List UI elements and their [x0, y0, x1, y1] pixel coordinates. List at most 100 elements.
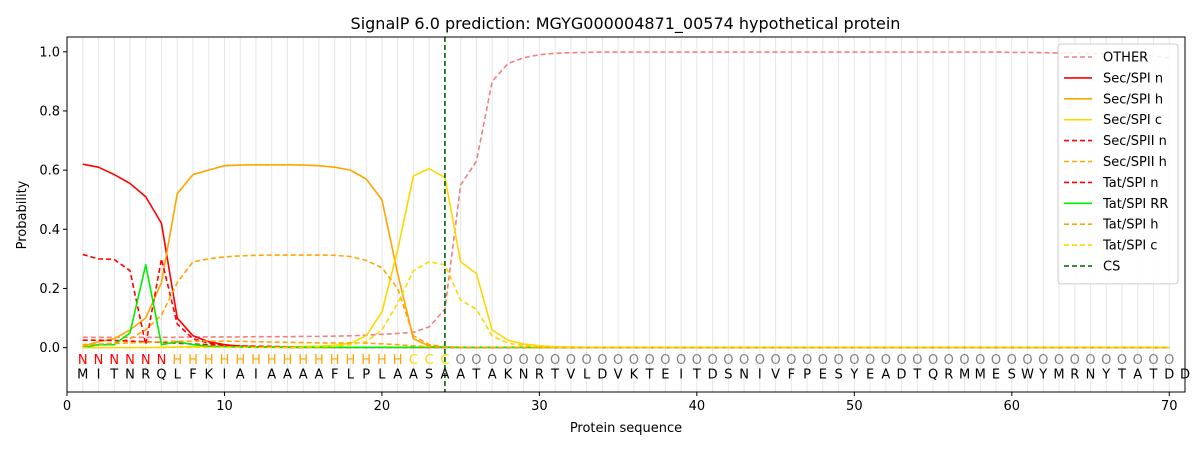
region-label: O	[959, 353, 969, 368]
residue-label: A	[488, 368, 497, 383]
region-label: O	[471, 353, 481, 368]
region-label: O	[865, 353, 875, 368]
region-label: O	[755, 353, 765, 368]
legend-label: CS	[1103, 260, 1120, 275]
residue-label: I	[758, 368, 762, 383]
region-label: O	[597, 353, 607, 368]
residue-label: T	[1117, 368, 1126, 383]
residue-label: N	[125, 368, 135, 383]
legend-label: Sec/SPI n	[1103, 71, 1163, 86]
residue-label: M	[77, 368, 88, 383]
residue-label: V	[771, 368, 780, 383]
residue-label: N	[1086, 368, 1096, 383]
region-label: O	[1007, 353, 1017, 368]
series-line-8	[82, 340, 1170, 349]
series-line-4	[82, 253, 1170, 349]
region-label: O	[566, 353, 576, 368]
region-label: O	[786, 353, 796, 368]
residue-label: A	[299, 368, 308, 383]
residue-label: A	[267, 368, 276, 383]
region-label: C	[440, 353, 449, 368]
grid	[82, 37, 1186, 392]
residue-label: R	[1070, 368, 1079, 383]
region-label: O	[1164, 353, 1174, 368]
region-label: O	[912, 353, 922, 368]
residue-label: Q	[928, 368, 938, 383]
residue-label: M	[959, 368, 970, 383]
region-label: O	[1148, 353, 1158, 368]
residue-label: K	[630, 368, 639, 383]
residue-label: K	[504, 368, 513, 383]
region-label: O	[613, 353, 623, 368]
region-label: O	[896, 353, 906, 368]
region-label: O	[519, 353, 529, 368]
residue-label: Y	[1038, 368, 1047, 383]
region-label: O	[692, 353, 702, 368]
residue-label: D	[597, 368, 607, 383]
residue-label: A	[236, 368, 245, 383]
region-label: O	[645, 353, 655, 368]
residue-label: R	[535, 368, 544, 383]
region-label: H	[204, 353, 214, 368]
region-label: H	[220, 353, 230, 368]
residue-label: F	[788, 368, 795, 383]
residue-label: M	[975, 368, 986, 383]
residue-label: F	[331, 368, 338, 383]
x-tick-label: 50	[846, 399, 863, 414]
residue-label: R	[944, 368, 953, 383]
residue-label: D	[897, 368, 907, 383]
region-label: N	[141, 353, 151, 368]
region-label: H	[235, 353, 245, 368]
region-label: H	[298, 353, 308, 368]
residue-label: E	[819, 368, 827, 383]
residue-label: E	[992, 368, 1000, 383]
region-label: N	[125, 353, 135, 368]
legend-label: Sec/SPII h	[1103, 155, 1167, 170]
y-tick-label: 1.0	[39, 45, 60, 60]
region-label: O	[849, 353, 859, 368]
legend-label: OTHER	[1103, 51, 1148, 66]
region-label: O	[818, 353, 828, 368]
residue-label: N	[739, 368, 749, 383]
x-tick-label: 30	[531, 399, 548, 414]
region-label: O	[456, 353, 466, 368]
y-tick-label: 0.6	[39, 164, 60, 179]
legend-label: Tat/SPI n	[1102, 176, 1159, 191]
residue-label: V	[614, 368, 623, 383]
residue-label: T	[1149, 368, 1158, 383]
residue-label: A	[1133, 368, 1142, 383]
residue-label: T	[645, 368, 654, 383]
residue-label: K	[204, 368, 213, 383]
residue-label: L	[378, 368, 386, 383]
residue-label: Y	[849, 368, 858, 383]
region-label: N	[109, 353, 119, 368]
x-axis-title: Protein sequence	[570, 421, 682, 436]
region-label: H	[393, 353, 403, 368]
residue-label: N	[519, 368, 529, 383]
region-label: O	[534, 353, 544, 368]
chart-title: SignalP 6.0 prediction: MGYG000004871_00…	[351, 14, 901, 34]
residue-label: E	[661, 368, 669, 383]
region-label: O	[991, 353, 1001, 368]
region-label: O	[944, 353, 954, 368]
residue-label: T	[550, 368, 559, 383]
region-label: H	[283, 353, 293, 368]
residue-label: S	[1008, 368, 1016, 383]
region-label: C	[409, 353, 418, 368]
residue-label: L	[583, 368, 591, 383]
region-label: H	[172, 353, 182, 368]
residue-label: W	[1021, 368, 1034, 383]
residue-label: S	[724, 368, 732, 383]
region-label: O	[707, 353, 717, 368]
series-line-7	[82, 263, 1170, 349]
region-label: O	[1022, 353, 1032, 368]
legend: OTHER Sec/SPI n Sec/SPI h Sec/SPI c Sec/SPII…	[1057, 43, 1179, 285]
region-label: O	[550, 353, 560, 368]
x-tick-label: 0	[63, 399, 71, 414]
residue-label: V	[566, 368, 575, 383]
region-label: N	[78, 353, 88, 368]
y-tick-label: 0.0	[39, 341, 60, 356]
region-label: O	[1070, 353, 1080, 368]
region-label: O	[1133, 353, 1143, 368]
region-label: C	[425, 353, 434, 368]
